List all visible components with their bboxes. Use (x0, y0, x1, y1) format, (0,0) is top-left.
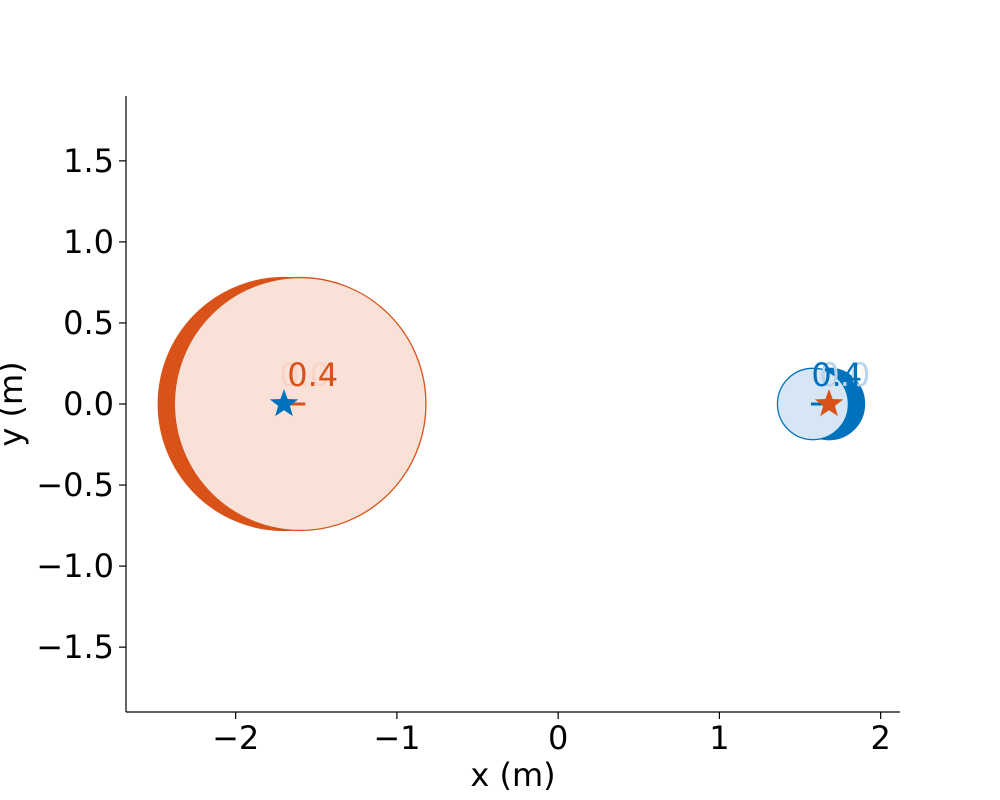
plot-area: 0.00.4 0.00.4 (157, 276, 870, 532)
x-tick-label-2: 0 (548, 719, 568, 757)
y-tick-label-5: 1.0 (63, 223, 114, 261)
annotation-1: 0.4 (287, 356, 338, 394)
y-tick-label-6: 1.5 (63, 142, 114, 180)
star-marker-1 (814, 389, 844, 417)
annotation-0: 0.0 (279, 356, 330, 394)
y-tick-label-3: 0.0 (63, 385, 114, 423)
y-tick-label-0: −1.5 (36, 628, 114, 666)
x-tick-label-1: −1 (373, 719, 420, 757)
star-marker-0 (269, 389, 299, 417)
y-tick-label-2: −0.5 (36, 466, 114, 504)
y-tick-label-1: −1.0 (36, 547, 114, 585)
x-axis-label: x (m) (470, 756, 555, 794)
x-tick-label-0: −2 (212, 719, 259, 757)
x-tick-label-4: 2 (870, 719, 890, 757)
annotation-2: 0.0 (819, 356, 870, 394)
annotation-3: 0.4 (811, 356, 862, 394)
ticks: −2 −1 0 1 2 −1.5 −1.0 −0.5 0.0 0.5 1.0 1.5 (36, 142, 891, 757)
y-tick-label-4: 0.5 (63, 304, 114, 342)
y-axis-label: y (m) (0, 361, 30, 446)
x-tick-label-3: 1 (709, 719, 729, 757)
